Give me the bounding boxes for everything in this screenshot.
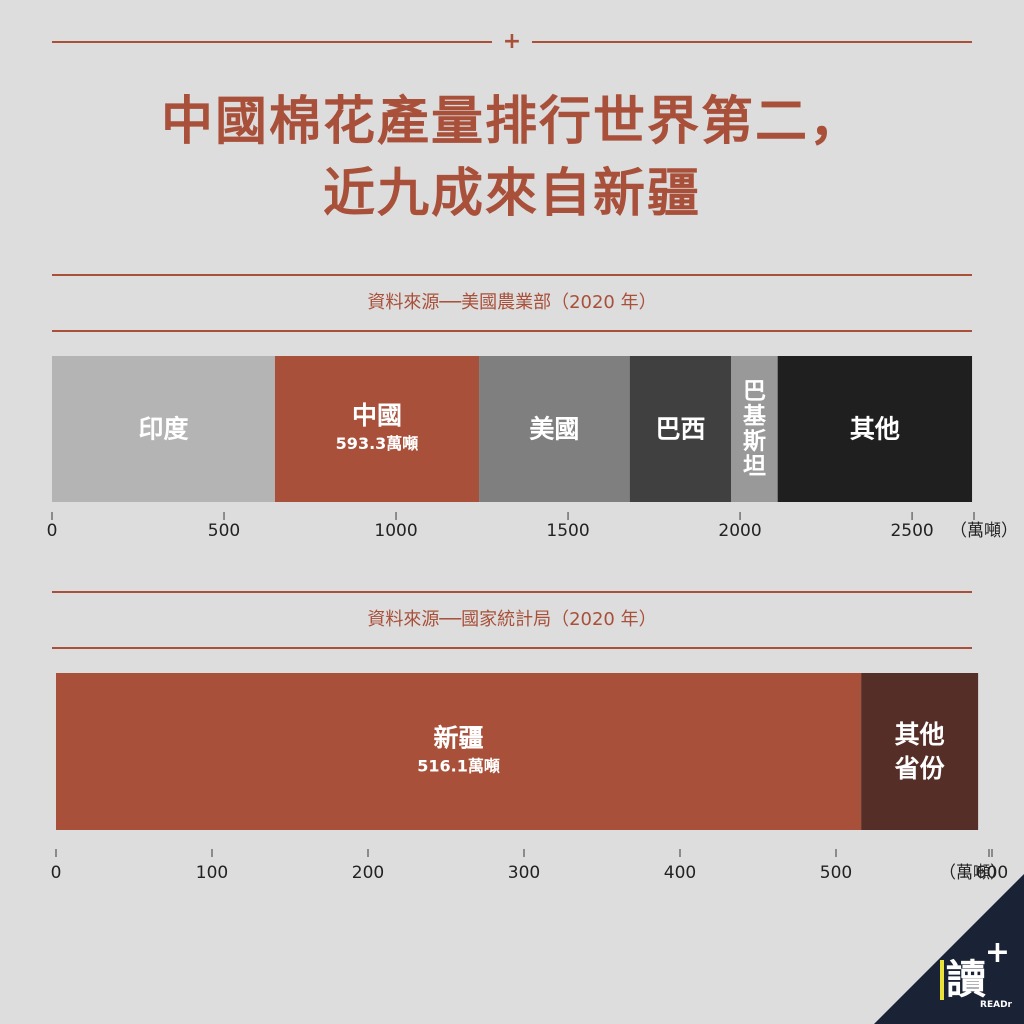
- chart2-tick-label: 100: [196, 863, 228, 883]
- top-rule-left: [52, 41, 492, 43]
- chart2-tick-label: 0: [51, 863, 62, 883]
- chart2-tick-label: 200: [352, 863, 384, 883]
- chart1-segment-4-label-char: 坦: [743, 454, 766, 480]
- chart1-top-rule: [52, 274, 972, 276]
- chart1-segment-1-value: 593.3萬噸: [336, 434, 419, 453]
- chart2-segment-0: [56, 673, 862, 830]
- chart2-bottom-rule: [52, 647, 972, 649]
- chart2-segment-0-value: 516.1萬噸: [417, 756, 500, 775]
- plus-icon: +: [502, 29, 522, 54]
- chart2-segment-1: [861, 673, 979, 830]
- chart1-segment-2-label: 美國: [529, 415, 579, 444]
- chart1-segment-1: [274, 356, 480, 502]
- chart1-segment-4: [731, 356, 778, 502]
- chart2-top-rule: [52, 591, 972, 593]
- title-line-2: 近九成來自新疆: [322, 164, 701, 224]
- chart1-source: 資料來源──美國農業部（2020 年）: [367, 292, 657, 313]
- top-rule-right: [532, 41, 972, 43]
- chart1-unit: （萬噸）: [950, 521, 1018, 541]
- chart1-segment-4-label-char: 斯: [743, 428, 766, 455]
- chart1-segment-4-label-char: 基: [743, 404, 767, 430]
- readr-logo: 讀 + READr: [874, 874, 1024, 1024]
- chart2-segment-1-label: 省份: [894, 754, 945, 783]
- chart1-tick-label: 1000: [374, 521, 417, 541]
- chart1-tick-label: 2500: [890, 521, 933, 541]
- chart1-segment-5-label: 其他: [850, 415, 900, 444]
- chart2-segment-1-label: 其他: [895, 720, 945, 749]
- chart1-segment-3-label: 巴西: [655, 415, 705, 444]
- chart1-segment-2: [479, 356, 630, 502]
- chart1-bottom-rule: [52, 330, 972, 332]
- chart2-tick-label: 500: [820, 863, 852, 883]
- chart1-segment-1-label: 中國: [352, 401, 402, 430]
- chart1-segment-0-label: 印度: [138, 415, 188, 444]
- chart1-segment-3: [629, 356, 732, 502]
- logo-glyph: 讀: [940, 960, 986, 1000]
- chart1-segment-5: [777, 356, 973, 502]
- title-line-1: 中國棉花產量排行世界第二，: [160, 92, 863, 152]
- chart2-tick-label: 400: [664, 863, 696, 883]
- logo-wordmark: READr: [980, 1000, 1012, 1010]
- chart1-tick-label: 0: [47, 521, 58, 541]
- chart1-tick-label: 1500: [546, 521, 589, 541]
- chart1-tick-label: 500: [208, 521, 240, 541]
- logo-plus-icon: +: [984, 935, 1010, 970]
- logo-triangle: [874, 874, 1024, 1024]
- chart2-segment-0-label: 新疆: [434, 723, 484, 752]
- chart1-segment-0: [52, 356, 275, 502]
- chart1-segment-4-label-char: 巴: [743, 379, 766, 405]
- chart2-source: 資料來源──國家統計局（2020 年）: [367, 609, 657, 630]
- chart2-tick-label: 300: [508, 863, 540, 883]
- chart1-tick-label: 2000: [718, 521, 761, 541]
